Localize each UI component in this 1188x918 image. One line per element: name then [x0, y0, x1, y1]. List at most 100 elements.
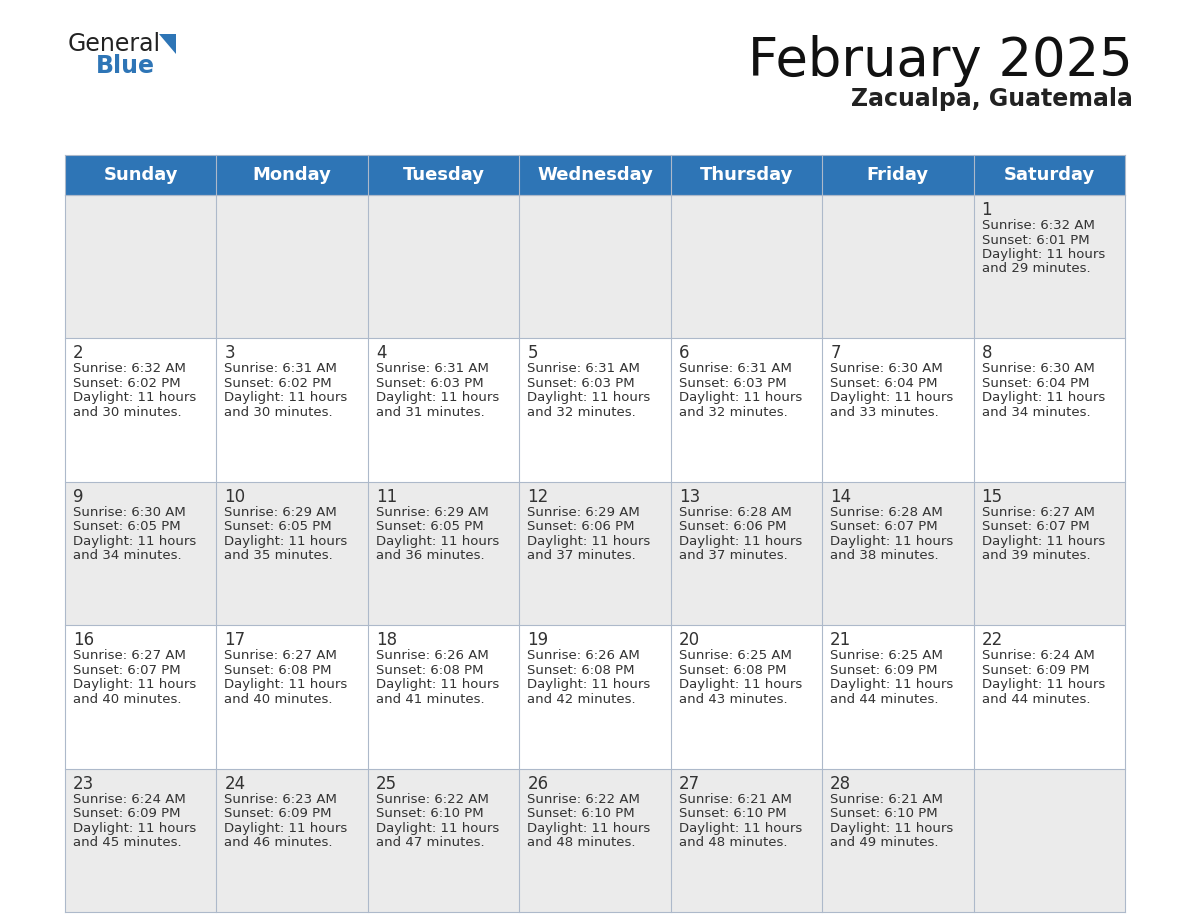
Text: 26: 26 [527, 775, 549, 792]
Text: Sunset: 6:06 PM: Sunset: 6:06 PM [678, 521, 786, 533]
Text: 3: 3 [225, 344, 235, 363]
Text: and 41 minutes.: and 41 minutes. [375, 693, 485, 706]
Bar [519, 625, 671, 768]
Text: Sunrise: 6:30 AM: Sunrise: 6:30 AM [72, 506, 185, 519]
Bar [65, 768, 216, 912]
Text: and 42 minutes.: and 42 minutes. [527, 693, 636, 706]
Text: Daylight: 11 hours: Daylight: 11 hours [375, 678, 499, 691]
Text: Sunset: 6:02 PM: Sunset: 6:02 PM [225, 377, 333, 390]
Text: Wednesday: Wednesday [537, 166, 653, 184]
Bar [671, 768, 822, 912]
Bar [65, 155, 1125, 195]
Text: Sunrise: 6:25 AM: Sunrise: 6:25 AM [830, 649, 943, 662]
Text: 12: 12 [527, 487, 549, 506]
Text: 13: 13 [678, 487, 700, 506]
Text: Sunset: 6:10 PM: Sunset: 6:10 PM [527, 807, 634, 820]
Bar [822, 339, 974, 482]
Bar [671, 339, 822, 482]
Text: Sunrise: 6:24 AM: Sunrise: 6:24 AM [72, 792, 185, 806]
Text: Sunset: 6:08 PM: Sunset: 6:08 PM [678, 664, 786, 677]
Text: Sunset: 6:09 PM: Sunset: 6:09 PM [225, 807, 331, 820]
Text: 17: 17 [225, 632, 246, 649]
Text: Sunset: 6:07 PM: Sunset: 6:07 PM [830, 521, 937, 533]
Text: and 29 minutes.: and 29 minutes. [981, 263, 1091, 275]
Text: Sunrise: 6:31 AM: Sunrise: 6:31 AM [678, 363, 791, 375]
Bar [65, 482, 216, 625]
Bar [368, 339, 519, 482]
Bar [974, 339, 1125, 482]
Text: Sunset: 6:03 PM: Sunset: 6:03 PM [527, 377, 634, 390]
Text: and 40 minutes.: and 40 minutes. [72, 693, 182, 706]
Text: Daylight: 11 hours: Daylight: 11 hours [375, 535, 499, 548]
Text: and 49 minutes.: and 49 minutes. [830, 836, 939, 849]
Text: General: General [68, 32, 162, 56]
Text: 14: 14 [830, 487, 852, 506]
Text: 7: 7 [830, 344, 841, 363]
Text: Sunrise: 6:23 AM: Sunrise: 6:23 AM [225, 792, 337, 806]
Text: Sunset: 6:09 PM: Sunset: 6:09 PM [72, 807, 181, 820]
Text: Sunset: 6:08 PM: Sunset: 6:08 PM [375, 664, 484, 677]
Bar [974, 195, 1125, 339]
Bar [974, 625, 1125, 768]
Text: Sunrise: 6:26 AM: Sunrise: 6:26 AM [375, 649, 488, 662]
Text: Sunset: 6:09 PM: Sunset: 6:09 PM [830, 664, 937, 677]
Text: Sunrise: 6:31 AM: Sunrise: 6:31 AM [225, 363, 337, 375]
Text: 15: 15 [981, 487, 1003, 506]
Text: Sunrise: 6:25 AM: Sunrise: 6:25 AM [678, 649, 791, 662]
Text: Sunrise: 6:30 AM: Sunrise: 6:30 AM [981, 363, 1094, 375]
Text: Daylight: 11 hours: Daylight: 11 hours [225, 391, 348, 405]
Bar [368, 195, 519, 339]
Text: and 44 minutes.: and 44 minutes. [830, 693, 939, 706]
Text: Thursday: Thursday [700, 166, 794, 184]
Text: 23: 23 [72, 775, 94, 792]
Text: Daylight: 11 hours: Daylight: 11 hours [72, 391, 196, 405]
Bar [822, 195, 974, 339]
Bar [216, 339, 368, 482]
Text: Daylight: 11 hours: Daylight: 11 hours [527, 391, 651, 405]
Text: Sunset: 6:06 PM: Sunset: 6:06 PM [527, 521, 634, 533]
Bar [216, 625, 368, 768]
Text: Daylight: 11 hours: Daylight: 11 hours [678, 822, 802, 834]
Text: Sunrise: 6:21 AM: Sunrise: 6:21 AM [830, 792, 943, 806]
Text: and 40 minutes.: and 40 minutes. [225, 693, 333, 706]
Text: Sunrise: 6:32 AM: Sunrise: 6:32 AM [981, 219, 1094, 232]
Text: Daylight: 11 hours: Daylight: 11 hours [375, 822, 499, 834]
Bar [671, 482, 822, 625]
Text: and 35 minutes.: and 35 minutes. [225, 549, 333, 563]
Text: Sunset: 6:05 PM: Sunset: 6:05 PM [72, 521, 181, 533]
Bar [822, 625, 974, 768]
Text: Sunrise: 6:29 AM: Sunrise: 6:29 AM [225, 506, 337, 519]
Text: Daylight: 11 hours: Daylight: 11 hours [375, 391, 499, 405]
Bar [519, 768, 671, 912]
Text: Sunrise: 6:27 AM: Sunrise: 6:27 AM [72, 649, 185, 662]
Bar [519, 482, 671, 625]
Text: and 37 minutes.: and 37 minutes. [678, 549, 788, 563]
Text: 11: 11 [375, 487, 397, 506]
Text: Daylight: 11 hours: Daylight: 11 hours [225, 678, 348, 691]
Text: Tuesday: Tuesday [403, 166, 485, 184]
Text: Saturday: Saturday [1004, 166, 1095, 184]
Bar [65, 195, 216, 339]
Text: Daylight: 11 hours: Daylight: 11 hours [678, 391, 802, 405]
Text: and 48 minutes.: and 48 minutes. [527, 836, 636, 849]
Text: Daylight: 11 hours: Daylight: 11 hours [527, 678, 651, 691]
Text: 2: 2 [72, 344, 83, 363]
Text: and 48 minutes.: and 48 minutes. [678, 836, 788, 849]
Text: 4: 4 [375, 344, 386, 363]
Text: Daylight: 11 hours: Daylight: 11 hours [981, 678, 1105, 691]
Bar [216, 768, 368, 912]
Text: and 39 minutes.: and 39 minutes. [981, 549, 1091, 563]
Text: Daylight: 11 hours: Daylight: 11 hours [981, 248, 1105, 261]
Bar [519, 339, 671, 482]
Text: and 30 minutes.: and 30 minutes. [225, 406, 333, 419]
Text: Sunset: 6:10 PM: Sunset: 6:10 PM [678, 807, 786, 820]
Text: Sunrise: 6:22 AM: Sunrise: 6:22 AM [527, 792, 640, 806]
Text: Daylight: 11 hours: Daylight: 11 hours [981, 535, 1105, 548]
Text: and 33 minutes.: and 33 minutes. [830, 406, 939, 419]
Text: Sunset: 6:10 PM: Sunset: 6:10 PM [375, 807, 484, 820]
Text: February 2025: February 2025 [748, 35, 1133, 87]
Text: 8: 8 [981, 344, 992, 363]
Bar [822, 768, 974, 912]
Text: Sunset: 6:01 PM: Sunset: 6:01 PM [981, 233, 1089, 247]
Text: and 30 minutes.: and 30 minutes. [72, 406, 182, 419]
